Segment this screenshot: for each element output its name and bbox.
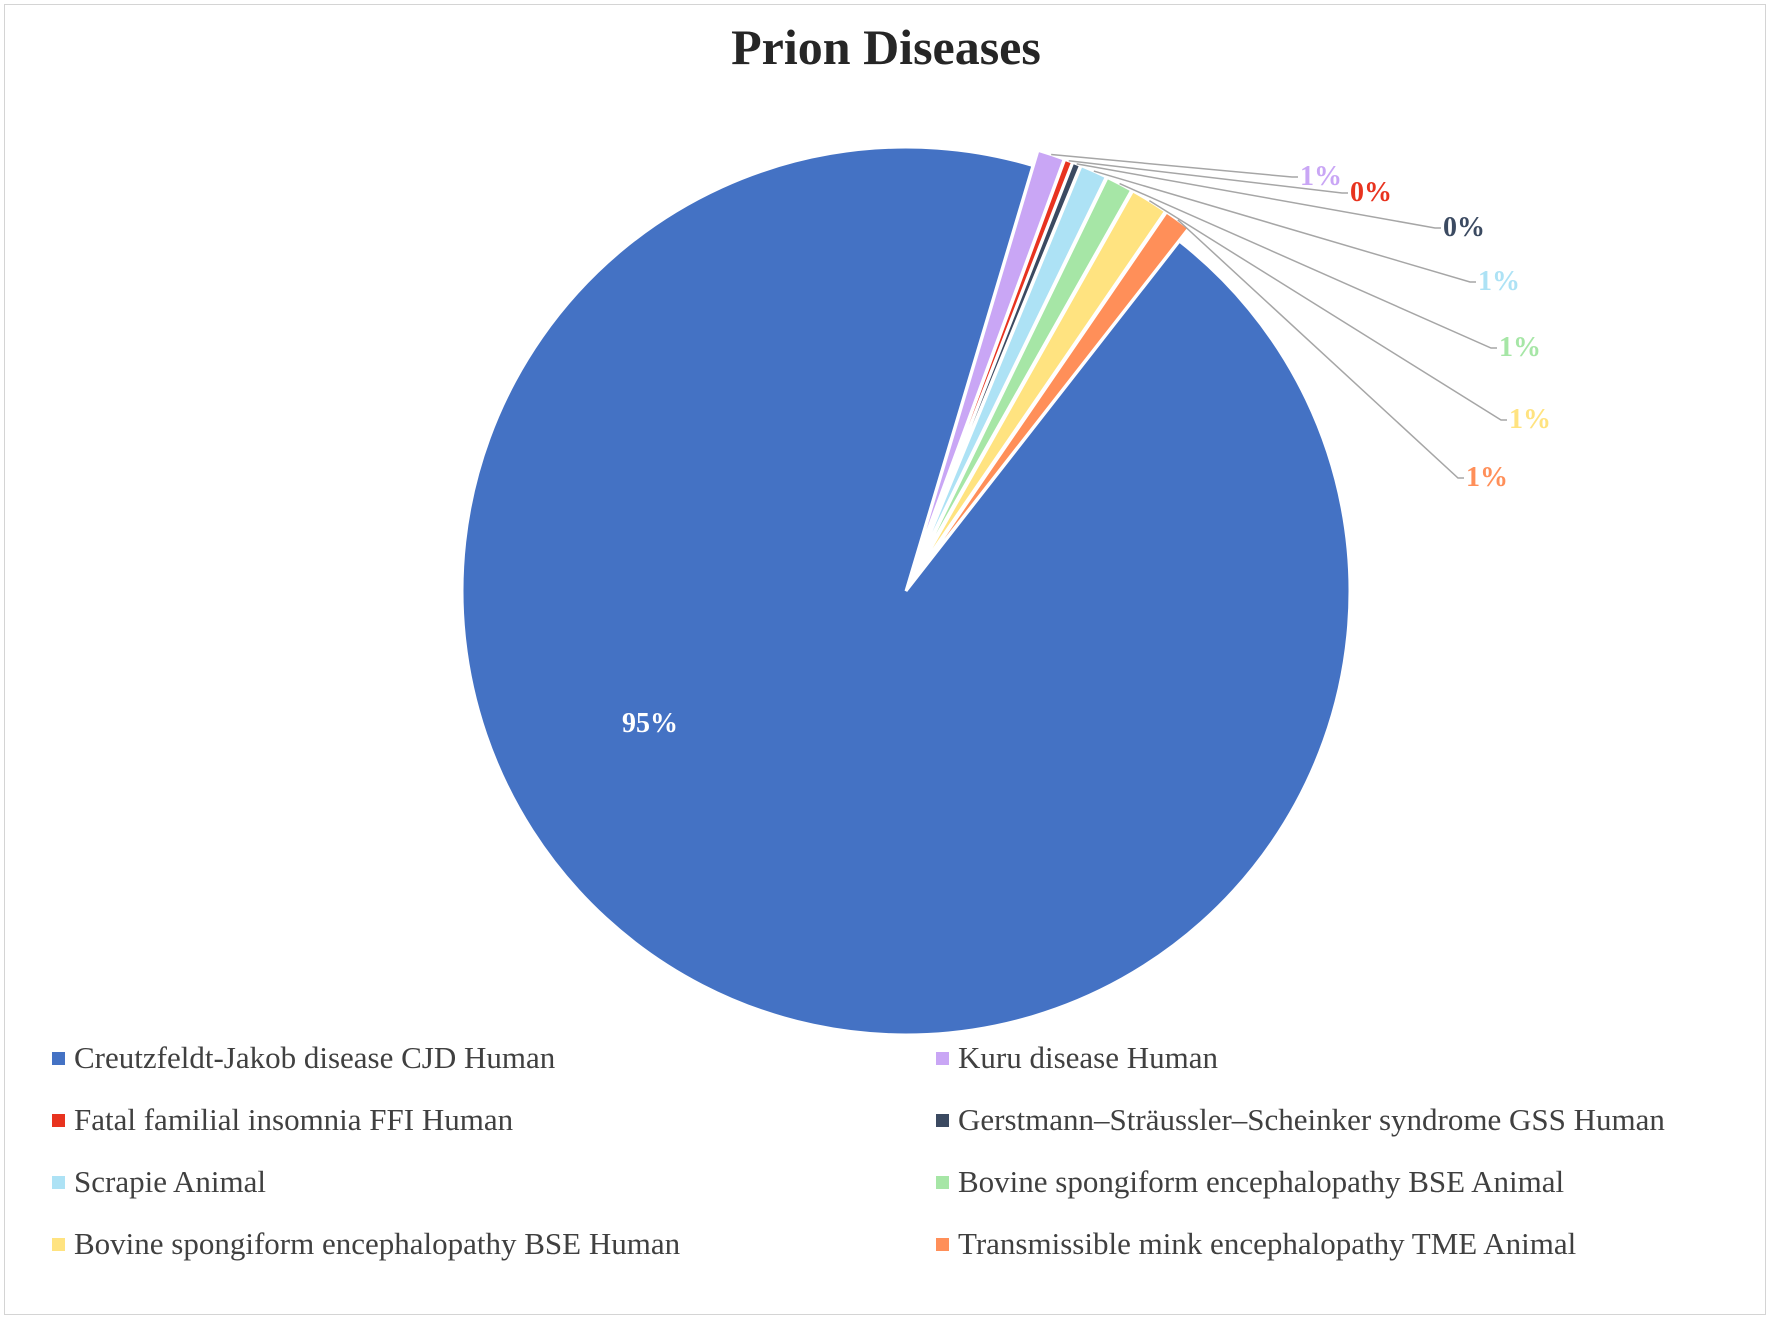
legend-swatch [936,1237,949,1251]
leader-line-7 [1148,200,1507,421]
legend-swatch [52,1237,65,1251]
data-label-7: 1% [1509,404,1551,435]
leader-line-4 [1076,163,1441,229]
leader-line-3 [1068,159,1348,194]
legend-label: Bovine spongiform encephalopathy BSE Ani… [958,1164,1565,1199]
legend-item-2: Kuru disease Human [936,1040,1218,1076]
data-label-3: 0% [1350,177,1392,208]
legend-label: Fatal familial insomnia FFI Human [74,1102,514,1137]
pie-slices [460,145,1352,1037]
legend-label: Scrapie Animal [74,1164,266,1199]
data-label-6: 1% [1499,332,1541,363]
legend-item-7: Bovine spongiform encephalopathy BSE Hum… [52,1226,680,1262]
legend-label: Bovine spongiform encephalopathy BSE Hum… [74,1226,681,1261]
data-label-8: 1% [1466,462,1508,493]
chart-title: Prion Diseases [731,19,1041,75]
legend-label: Transmissible mink encephalopathy TME An… [958,1226,1577,1261]
leader-line-8 [1177,219,1464,479]
legend-label: Creutzfeldt-Jakob disease CJD Human [74,1040,556,1075]
leader-line-2 [1051,153,1298,178]
data-label-4: 0% [1443,212,1485,243]
legend-swatch [936,1175,949,1189]
legend-swatch [52,1051,65,1065]
data-label-1: 95% [622,708,678,739]
data-label-2: 1% [1300,161,1342,192]
leader-line-5 [1093,170,1476,283]
pie-slice-1 [460,145,1352,1037]
legend-item-5: Scrapie Animal [52,1164,266,1200]
chart-frame [4,4,1766,1315]
legend-item-8: Transmissible mink encephalopathy TME An… [936,1226,1576,1262]
leader-line-6 [1119,182,1497,349]
legend-label: Gerstmann–Sträussler–Scheinker syndrome … [958,1102,1665,1137]
legend-item-4: Gerstmann–Sträussler–Scheinker syndrome … [936,1102,1665,1138]
leader-lines [1051,153,1507,479]
legend-swatch [936,1051,949,1065]
legend-swatch [52,1175,65,1189]
legend-swatch [52,1113,65,1127]
legend-item-1: Creutzfeldt-Jakob disease CJD Human [52,1040,555,1076]
legend-swatch [936,1113,949,1127]
data-labels: 95%1%0%0%1%1%1%1% [622,161,1551,739]
legend-item-6: Bovine spongiform encephalopathy BSE Ani… [936,1164,1564,1200]
legend-label: Kuru disease Human [958,1040,1218,1075]
data-label-5: 1% [1478,266,1520,297]
legend-item-3: Fatal familial insomnia FFI Human [52,1102,513,1138]
